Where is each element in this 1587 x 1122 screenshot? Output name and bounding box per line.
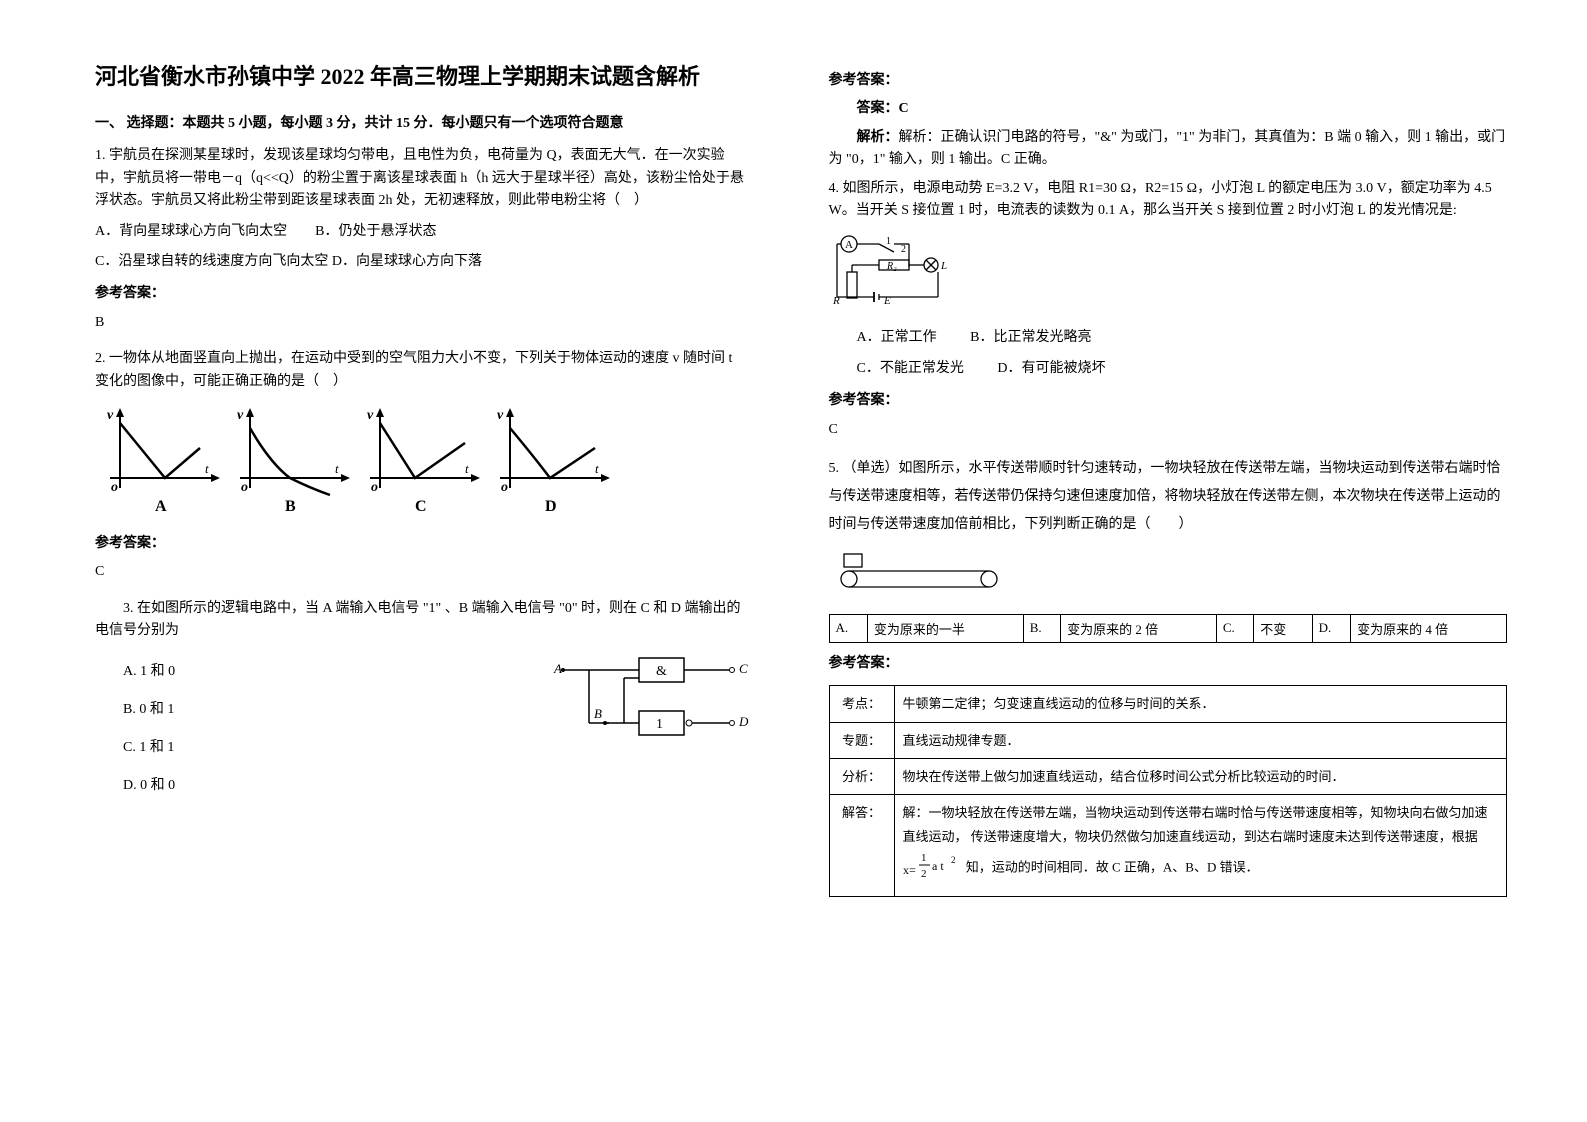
svg-text:t: t bbox=[335, 461, 339, 476]
svg-text:1: 1 bbox=[921, 852, 927, 864]
analysis-label: 专题： bbox=[829, 722, 894, 758]
analysis-label: 考点： bbox=[829, 686, 894, 722]
formula-icon: x= 1 2 a t 2 bbox=[903, 848, 963, 882]
q5-opt-a: 变为原来的一半 bbox=[867, 614, 1023, 642]
svg-text:o: o bbox=[371, 480, 378, 495]
q4-answer: C bbox=[829, 419, 1508, 441]
svg-text:R₂: R₂ bbox=[886, 261, 897, 272]
analysis-label: 解答： bbox=[829, 795, 894, 896]
q4-circuit-diagram: A 1 2 R₂ L R E bbox=[829, 232, 1508, 317]
q1-answer-label: 参考答案： bbox=[95, 283, 749, 305]
q1-options-cd: C．沿星球自转的线速度方向飞向太空 D．向星球球心方向下落 bbox=[95, 251, 749, 273]
q4-options-cd: C．不能正常发光 D．有可能被烧坏 bbox=[829, 358, 1508, 380]
svg-text:A: A bbox=[155, 498, 167, 515]
svg-text:t: t bbox=[205, 461, 209, 476]
q5-opt-c-label: C. bbox=[1216, 614, 1253, 642]
q2-answer: C bbox=[95, 561, 749, 583]
table-row: 考点： 牛顿第二定律；匀变速直线运动的位移与时间的关系． bbox=[829, 686, 1507, 722]
q2-answer-label: 参考答案： bbox=[95, 533, 749, 555]
left-column: 河北省衡水市孙镇中学 2022 年高三物理上学期期末试题含解析 一、 选择题：本… bbox=[0, 0, 794, 1122]
q3-text: 3. 在如图所示的逻辑电路中，当 A 端输入电信号 "1" 、B 端输入电信号 … bbox=[95, 598, 749, 643]
analysis-content: 直线运动规律专题． bbox=[894, 722, 1507, 758]
section-1-heading: 一、 选择题：本题共 5 小题，每小题 3 分，共计 15 分．每小题只有一个选… bbox=[95, 113, 749, 135]
svg-text:v: v bbox=[367, 408, 374, 423]
svg-text:t: t bbox=[465, 461, 469, 476]
q5-analysis-table: 考点： 牛顿第二定律；匀变速直线运动的位移与时间的关系． 专题： 直线运动规律专… bbox=[829, 685, 1508, 896]
q5-options-table: A. 变为原来的一半 B. 变为原来的 2 倍 C. 不变 D. 变为原来的 4… bbox=[829, 614, 1508, 643]
q3-logic-diagram: A & C B 1 D bbox=[549, 648, 749, 763]
q5-conveyor-diagram bbox=[829, 549, 1508, 604]
q1-options-ab: A．背向星球球心方向飞向太空 B．仍处于悬浮状态 bbox=[95, 221, 749, 243]
table-row: 分析： 物块在传送带上做匀加速直线运动，结合位移时间公式分析比较运动的时间． bbox=[829, 759, 1507, 795]
q5-opt-b-label: B. bbox=[1023, 614, 1060, 642]
q3-answer-label: 参考答案： bbox=[829, 70, 1508, 92]
svg-text:o: o bbox=[111, 480, 118, 495]
q5-text: 5. （单选）如图所示，水平传送带顺时针匀速转动，一物块轻放在传送带左端，当物块… bbox=[829, 455, 1508, 539]
table-row: 解答： 解：一物块轻放在传送带左端，当物块运动到传送带右端时恰与传送带速度相等，… bbox=[829, 795, 1507, 896]
svg-text:v: v bbox=[497, 408, 504, 423]
analysis-content: 解：一物块轻放在传送带左端，当物块运动到传送带右端时恰与传送带速度相等，知物块向… bbox=[894, 795, 1507, 896]
q2-graphs: v t o A v t o B bbox=[95, 403, 749, 523]
q2-text: 2. 一物体从地面竖直向上抛出，在运动中受到的空气阻力大小不变，下列关于物体运动… bbox=[95, 348, 749, 393]
svg-text:2: 2 bbox=[921, 868, 927, 880]
svg-text:2: 2 bbox=[951, 855, 956, 865]
q1-answer: B bbox=[95, 312, 749, 334]
svg-text:1: 1 bbox=[656, 717, 663, 732]
q5-answer-label: 参考答案： bbox=[829, 653, 1508, 675]
svg-text:o: o bbox=[241, 480, 248, 495]
svg-text:&: & bbox=[656, 664, 667, 679]
doc-title: 河北省衡水市孙镇中学 2022 年高三物理上学期期末试题含解析 bbox=[95, 60, 749, 93]
svg-text:t: t bbox=[595, 461, 599, 476]
svg-text:x=: x= bbox=[903, 863, 916, 877]
q1-text: 1. 宇航员在探测某星球时，发现该星球均匀带电，且电性为负，电荷量为 Q，表面无… bbox=[95, 145, 749, 212]
svg-text:A: A bbox=[845, 239, 853, 251]
analysis-content: 物块在传送带上做匀加速直线运动，结合位移时间公式分析比较运动的时间． bbox=[894, 759, 1507, 795]
q3-opt-d: D. 0 和 0 bbox=[95, 774, 749, 794]
q3-analysis: 解析：解析：正确认识门电路的符号，"&" 为或门，"1" 为非门，其真值为：B … bbox=[829, 127, 1508, 172]
q4-options-ab: A．正常工作 B．比正常发光略亮 bbox=[829, 327, 1508, 349]
q3-answer-line: 答案：C bbox=[829, 98, 1508, 120]
svg-text:1: 1 bbox=[886, 236, 891, 247]
svg-text:v: v bbox=[237, 408, 244, 423]
svg-text:a t: a t bbox=[932, 859, 944, 873]
table-row: 专题： 直线运动规律专题． bbox=[829, 722, 1507, 758]
svg-text:2: 2 bbox=[901, 244, 906, 255]
table-row: A. 变为原来的一半 B. 变为原来的 2 倍 C. 不变 D. 变为原来的 4… bbox=[829, 614, 1507, 642]
svg-text:D: D bbox=[738, 714, 749, 729]
analysis-label: 分析： bbox=[829, 759, 894, 795]
q5-opt-d: 变为原来的 4 倍 bbox=[1351, 614, 1507, 642]
svg-text:A: A bbox=[553, 661, 562, 676]
q5-opt-d-label: D. bbox=[1312, 614, 1350, 642]
svg-text:D: D bbox=[545, 498, 557, 515]
svg-text:B: B bbox=[285, 498, 296, 515]
svg-text:L: L bbox=[940, 260, 947, 272]
svg-text:o: o bbox=[501, 480, 508, 495]
right-column: 参考答案： 答案：C 解析：解析：正确认识门电路的符号，"&" 为或门，"1" … bbox=[794, 0, 1587, 1122]
analysis-content: 牛顿第二定律；匀变速直线运动的位移与时间的关系． bbox=[894, 686, 1507, 722]
q4-answer-label: 参考答案： bbox=[829, 390, 1508, 412]
svg-text:C: C bbox=[415, 498, 427, 515]
q5-opt-c: 不变 bbox=[1254, 614, 1312, 642]
svg-text:v: v bbox=[107, 408, 114, 423]
q5-opt-a-label: A. bbox=[829, 614, 867, 642]
svg-text:C: C bbox=[739, 661, 748, 676]
q4-text: 4. 如图所示，电源电动势 E=3.2 V，电阻 R1=30 Ω，R2=15 Ω… bbox=[829, 178, 1508, 223]
svg-text:B: B bbox=[594, 706, 602, 721]
q5-opt-b: 变为原来的 2 倍 bbox=[1061, 614, 1217, 642]
